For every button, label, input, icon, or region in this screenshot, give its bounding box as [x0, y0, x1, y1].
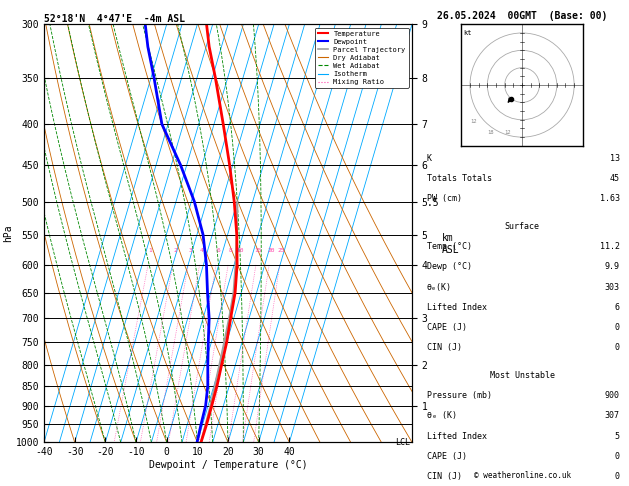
Text: 10: 10: [236, 248, 243, 253]
Text: kt: kt: [463, 30, 472, 35]
Text: CAPE (J): CAPE (J): [426, 452, 467, 461]
Text: 8: 8: [228, 248, 232, 253]
Text: Dewp (°C): Dewp (°C): [426, 262, 472, 271]
Text: 900: 900: [604, 391, 620, 400]
Text: 12: 12: [504, 130, 511, 135]
X-axis label: Dewpoint / Temperature (°C): Dewpoint / Temperature (°C): [148, 460, 308, 470]
Text: 11.2: 11.2: [599, 242, 620, 251]
Legend: Temperature, Dewpoint, Parcel Trajectory, Dry Adiabat, Wet Adiabat, Isotherm, Mi: Temperature, Dewpoint, Parcel Trajectory…: [314, 28, 408, 88]
Text: K: K: [426, 154, 431, 163]
Text: 0: 0: [615, 452, 620, 461]
Text: CAPE (J): CAPE (J): [426, 323, 467, 332]
Text: Temp (°C): Temp (°C): [426, 242, 472, 251]
Text: 6: 6: [216, 248, 220, 253]
Text: 4: 4: [200, 248, 204, 253]
Text: 0: 0: [615, 343, 620, 352]
Text: © weatheronline.co.uk: © weatheronline.co.uk: [474, 471, 571, 480]
Text: θₑ(K): θₑ(K): [426, 282, 452, 292]
Text: 45: 45: [610, 174, 620, 183]
Text: 6: 6: [615, 303, 620, 312]
Text: Totals Totals: Totals Totals: [426, 174, 492, 183]
Text: 5: 5: [615, 432, 620, 441]
Text: θₑ (K): θₑ (K): [426, 412, 457, 420]
Text: 52°18'N  4°47'E  -4m ASL: 52°18'N 4°47'E -4m ASL: [44, 14, 185, 23]
Text: 25: 25: [277, 248, 285, 253]
Text: 1.63: 1.63: [599, 194, 620, 203]
Text: CIN (J): CIN (J): [426, 472, 462, 481]
Text: 0: 0: [615, 472, 620, 481]
Text: 12: 12: [470, 119, 477, 124]
Text: PW (cm): PW (cm): [426, 194, 462, 203]
Text: 18: 18: [487, 130, 494, 135]
Text: 303: 303: [604, 282, 620, 292]
Text: Surface: Surface: [504, 222, 540, 231]
Text: 0: 0: [615, 323, 620, 332]
Text: LCL: LCL: [396, 438, 411, 447]
Text: Lifted Index: Lifted Index: [426, 432, 487, 441]
Text: 26.05.2024  00GMT  (Base: 00): 26.05.2024 00GMT (Base: 00): [437, 11, 607, 21]
Y-axis label: hPa: hPa: [3, 225, 13, 242]
Text: Most Unstable: Most Unstable: [489, 371, 555, 380]
Text: 13: 13: [610, 154, 620, 163]
Text: 20: 20: [267, 248, 275, 253]
Text: 9.9: 9.9: [604, 262, 620, 271]
Text: Lifted Index: Lifted Index: [426, 303, 487, 312]
Text: 307: 307: [604, 412, 620, 420]
Text: 3: 3: [189, 248, 192, 253]
Text: Pressure (mb): Pressure (mb): [426, 391, 492, 400]
Text: 2: 2: [173, 248, 177, 253]
Y-axis label: km
ASL: km ASL: [442, 233, 460, 255]
Text: CIN (J): CIN (J): [426, 343, 462, 352]
Text: 1: 1: [148, 248, 152, 253]
Text: 15: 15: [254, 248, 262, 253]
